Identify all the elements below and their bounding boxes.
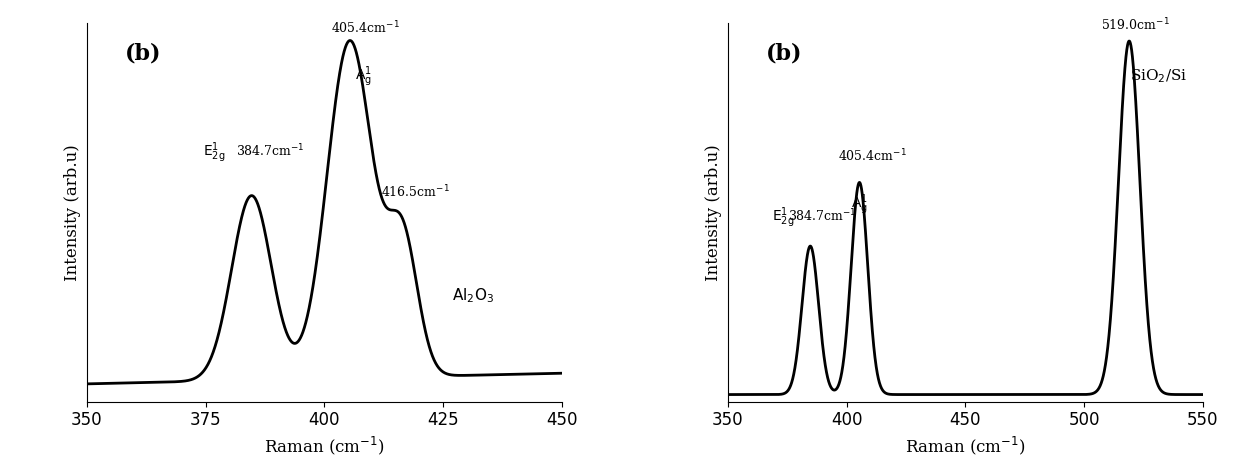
Text: $\mathrm{A^{1}_{g}}$: $\mathrm{A^{1}_{g}}$: [355, 65, 372, 89]
Text: 405.4cm$^{-1}$: 405.4cm$^{-1}$: [331, 20, 401, 36]
Text: $\mathrm{E^{1}_{2g}}$: $\mathrm{E^{1}_{2g}}$: [771, 205, 794, 230]
Text: (b): (b): [125, 42, 161, 64]
Y-axis label: Intensity (arb.u): Intensity (arb.u): [64, 144, 82, 281]
Text: 519.0cm$^{-1}$: 519.0cm$^{-1}$: [1101, 17, 1169, 33]
Text: $\mathrm{Al_2O_3}$: $\mathrm{Al_2O_3}$: [453, 287, 495, 305]
Text: $\mathrm{E^{1}_{2g}}$: $\mathrm{E^{1}_{2g}}$: [203, 141, 226, 165]
Text: $\mathrm{A^{1}_{g}}$: $\mathrm{A^{1}_{g}}$: [852, 192, 868, 217]
Y-axis label: Intensity (arb.u): Intensity (arb.u): [706, 144, 723, 281]
Text: SiO$_2$/Si: SiO$_2$/Si: [1131, 68, 1188, 85]
X-axis label: Raman (cm$^{-1}$): Raman (cm$^{-1}$): [905, 435, 1025, 457]
Text: 416.5cm$^{-1}$: 416.5cm$^{-1}$: [381, 184, 450, 200]
Text: 384.7cm$^{-1}$: 384.7cm$^{-1}$: [789, 207, 857, 224]
Text: 405.4cm$^{-1}$: 405.4cm$^{-1}$: [838, 147, 908, 164]
Text: (b): (b): [766, 42, 802, 64]
X-axis label: Raman (cm$^{-1}$): Raman (cm$^{-1}$): [264, 435, 384, 457]
Text: 384.7cm$^{-1}$: 384.7cm$^{-1}$: [237, 142, 305, 159]
